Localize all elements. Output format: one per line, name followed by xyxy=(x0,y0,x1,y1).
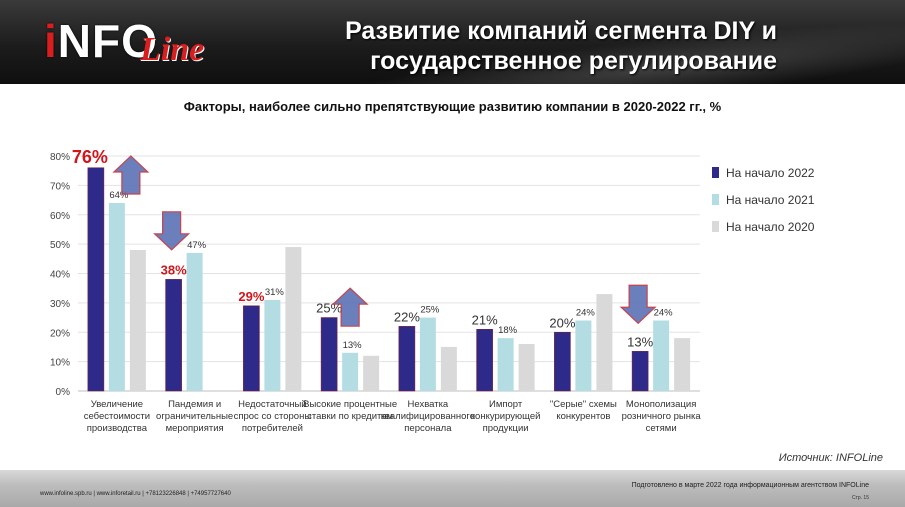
data-label-2021: 31% xyxy=(265,287,285,298)
data-label-2021: 64% xyxy=(109,190,129,201)
category-label: Импорт xyxy=(489,399,523,410)
category-label: производства xyxy=(87,423,148,434)
data-label-2022: 76% xyxy=(72,147,108,167)
arrow-down-icon xyxy=(153,211,191,251)
y-tick-label: 0% xyxy=(56,387,71,398)
category-label: персонала xyxy=(404,423,452,434)
bar-2021 xyxy=(108,203,125,391)
data-label-2022: 20% xyxy=(549,315,575,330)
bar-2020 xyxy=(363,355,380,391)
category-label: ограничительные xyxy=(156,411,233,422)
logo-main-text: iNFO xyxy=(44,15,158,67)
legend-label: На начало 2020 xyxy=(726,220,815,234)
category-label: сетями xyxy=(646,423,677,434)
category-label: конкурирующей xyxy=(471,411,541,422)
category-label: продукции xyxy=(483,423,529,434)
legend-swatch xyxy=(712,194,719,205)
bar-2022 xyxy=(243,305,260,392)
bar-2022 xyxy=(631,351,649,392)
y-tick-label: 20% xyxy=(50,328,70,339)
source-note: Источник: INFOLine xyxy=(778,452,883,464)
category-label: Высокие процентные xyxy=(303,399,397,410)
category-label: Пандемия и xyxy=(168,399,221,410)
bar-2022 xyxy=(476,329,493,392)
footer-contacts: www.infoline.spb.ru | www.inforetail.ru … xyxy=(40,491,231,497)
bar-2021 xyxy=(419,317,436,391)
data-label-2022: 38% xyxy=(161,262,187,277)
data-label-2021: 13% xyxy=(343,340,363,351)
bar-2022 xyxy=(87,167,105,392)
bar-2020 xyxy=(440,346,457,391)
bar-2021 xyxy=(575,320,592,391)
page-title-line1: Развитие компаний сегмента DIY и xyxy=(345,17,777,45)
data-label-2022: 13% xyxy=(627,334,653,349)
category-label: себестоимости xyxy=(84,411,150,422)
y-tick-label: 10% xyxy=(50,358,70,369)
arrow-down-icon xyxy=(619,284,657,325)
page-title: Развитие компаний сегмента DIY и государ… xyxy=(257,16,777,76)
bar-2021 xyxy=(497,338,514,391)
category-label: конкурентов xyxy=(556,411,610,422)
legend-swatch xyxy=(712,221,719,232)
bar-2020 xyxy=(285,247,302,391)
y-tick-label: 70% xyxy=(50,181,70,192)
data-label-2021: 24% xyxy=(654,308,674,319)
category-label: квалифицированного xyxy=(381,411,475,422)
data-label-2021: 25% xyxy=(420,305,440,316)
category-label: Увеличение xyxy=(91,399,143,410)
bar-2020 xyxy=(518,344,535,391)
footer-bar: www.infoline.spb.ru | www.inforetail.ru … xyxy=(0,470,905,507)
bar-2021 xyxy=(653,320,670,391)
header-banner: iNFO Line Развитие компаний сегмента DIY… xyxy=(0,0,905,84)
bar-2020 xyxy=(674,338,691,391)
arrow-up-icon xyxy=(112,155,150,195)
legend-swatch xyxy=(712,167,719,178)
data-label-2022: 29% xyxy=(238,289,264,304)
y-tick-label: 40% xyxy=(50,270,70,281)
y-tick-label: 30% xyxy=(50,299,70,310)
bar-chart: 0% 10% 20% 30% 40% 50% 60% 70% 80% 76% 64% Увеличен… xyxy=(50,147,815,434)
category-label: розничного рынка xyxy=(622,411,702,422)
logo-script-text: Line xyxy=(140,31,205,68)
data-label-2021: 24% xyxy=(576,308,596,319)
category-label: спрос со стороны xyxy=(234,411,312,422)
category-label: мероприятия xyxy=(166,423,224,434)
category-label: потребителей xyxy=(242,423,303,434)
bar-2021 xyxy=(264,299,281,391)
data-label-2021: 18% xyxy=(498,325,518,336)
page-number: Стр. 15 xyxy=(851,495,869,501)
bar-2020 xyxy=(596,294,613,391)
y-tick-label: 60% xyxy=(50,211,70,222)
bar-2022 xyxy=(165,279,182,392)
y-tick-label: 50% xyxy=(50,240,70,251)
legend-label: На начало 2021 xyxy=(726,193,815,207)
footer-prepared: Подготовлено в марте 2022 года информаци… xyxy=(631,482,869,489)
y-tick-label: 80% xyxy=(50,152,70,163)
category-label: Нехватка xyxy=(408,399,449,410)
bar-2021 xyxy=(342,352,359,391)
bar-2022 xyxy=(320,317,338,392)
data-label-2021: 47% xyxy=(187,240,207,251)
bar-2021 xyxy=(186,252,203,391)
chart-title: Факторы, наиболее сильно препятствующие … xyxy=(183,99,722,114)
data-label-2022: 21% xyxy=(472,312,498,327)
data-label-2022: 22% xyxy=(394,309,420,324)
category-label: Монополизация xyxy=(626,399,696,410)
page-title-line2: государственное регулирование xyxy=(370,47,777,75)
category-label: Недостаточный xyxy=(238,399,306,410)
legend-label: На начало 2022 xyxy=(726,166,815,180)
arrow-up-icon xyxy=(331,287,369,327)
category-label: "Серые" схемы xyxy=(550,399,617,410)
category-label: ставки по кредитам xyxy=(307,411,393,422)
bar-2020 xyxy=(129,250,146,391)
bar-2022 xyxy=(554,331,571,392)
bar-2022 xyxy=(398,326,416,392)
